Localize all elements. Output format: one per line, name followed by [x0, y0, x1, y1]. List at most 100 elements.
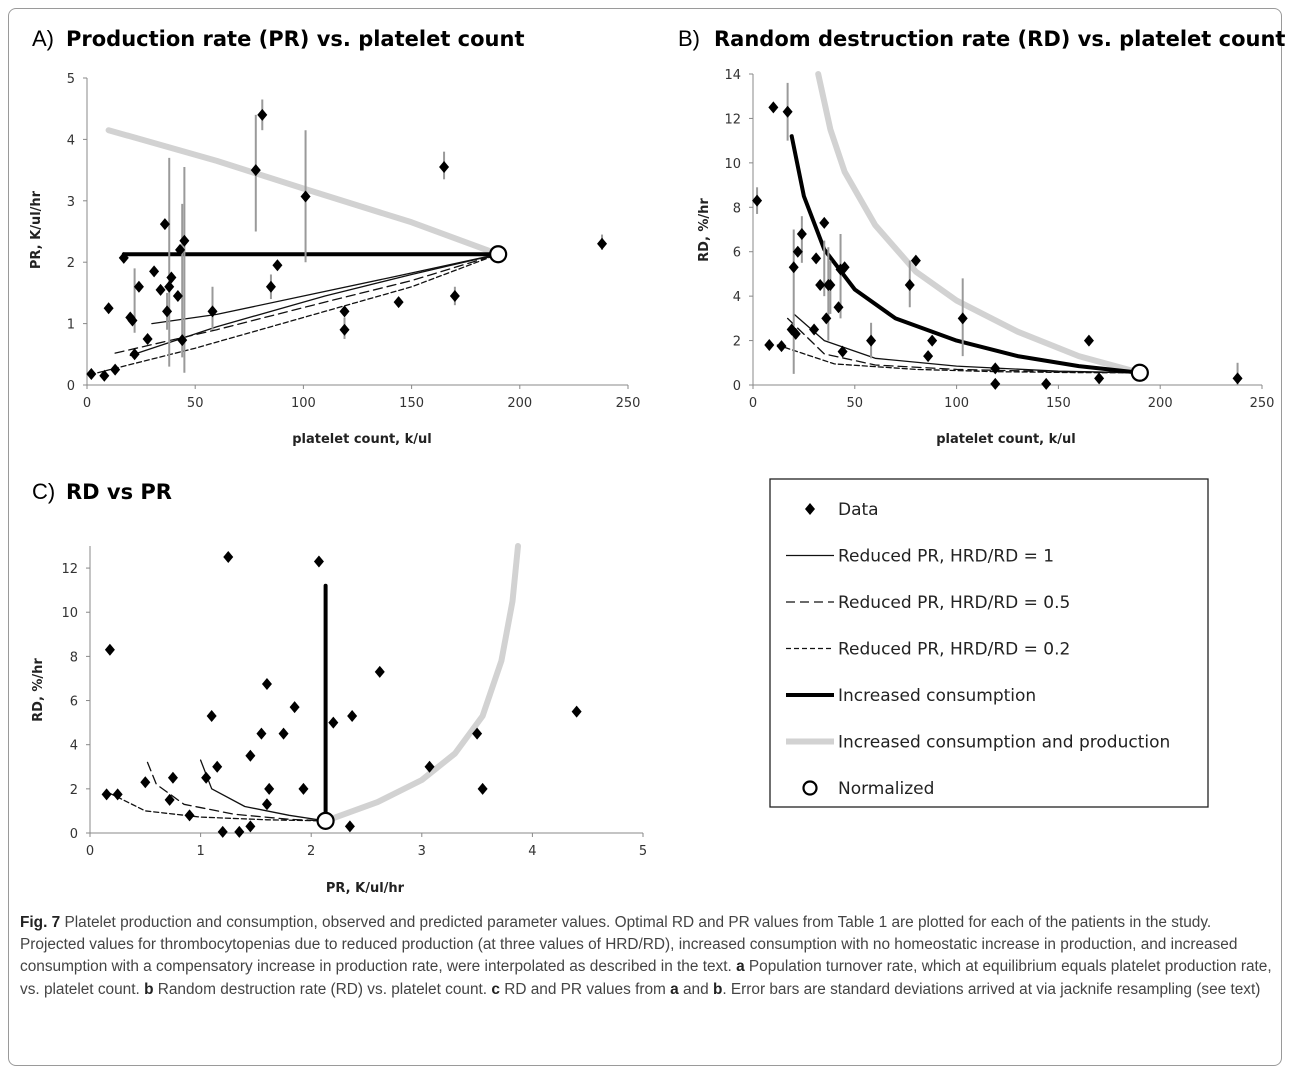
- data-point: [424, 760, 435, 773]
- data-point: [118, 251, 129, 264]
- data-point: [910, 254, 921, 267]
- series-line: [815, 71, 1143, 376]
- data-point: [261, 798, 272, 811]
- legend-label: Reduced PR, HRD/RD = 1: [838, 547, 1054, 567]
- x-tick-label: 0: [86, 844, 94, 859]
- data-point: [821, 312, 832, 325]
- data-point: [223, 551, 234, 564]
- panel-c-xlabel: PR, K/ul/hr: [326, 881, 405, 896]
- data-point: [300, 190, 311, 203]
- data-point: [339, 323, 350, 336]
- series-line: [151, 253, 499, 325]
- caption-part-6: . Error bars are standard deviations arr…: [722, 980, 1261, 998]
- panel-b-title: Random destruction rate (RD) vs. platele…: [714, 27, 1285, 51]
- data-point: [256, 727, 267, 740]
- data-point: [313, 555, 324, 568]
- figure-canvas: A) Production rate (PR) vs. platelet cou…: [29, 26, 1285, 896]
- data-point: [393, 296, 404, 309]
- caption-part-3: Random destruction rate (RD) vs. platele…: [153, 980, 492, 998]
- panel-b-xlabel: platelet count, k/ul: [936, 432, 1076, 447]
- y-tick-label: 12: [61, 562, 78, 577]
- y-tick-label: 14: [724, 68, 741, 83]
- data-point: [597, 237, 608, 250]
- data-point: [904, 279, 915, 292]
- data-point: [819, 216, 830, 229]
- data-point: [101, 788, 112, 801]
- panel-a-letter: A): [32, 26, 54, 51]
- normalized-marker: [1130, 363, 1149, 382]
- data-point: [990, 362, 1001, 375]
- series-line: [109, 792, 327, 822]
- legend-items: Data Reduced PR, HRD/RD = 1 Reduced PR, HR…: [786, 500, 1170, 799]
- data-point: [1232, 372, 1243, 385]
- data-point: [328, 716, 339, 729]
- panel-a-ylabel: PR, K/ul/hr: [29, 190, 44, 269]
- legend: Data Reduced PR, HRD/RD = 1 Reduced PR, HR…: [769, 478, 1209, 808]
- data-point: [811, 252, 822, 265]
- data-point: [184, 809, 195, 822]
- panel-b-letter: B): [678, 26, 700, 51]
- x-tick-label: 100: [944, 396, 969, 411]
- panel-a-title: Production rate (PR) vs. platelet count: [66, 27, 524, 51]
- data-point: [347, 709, 358, 722]
- y-tick-label: 4: [70, 739, 78, 754]
- caption-fig-label: Fig. 7: [20, 914, 61, 931]
- y-tick-label: 6: [733, 246, 741, 261]
- data-point: [167, 771, 178, 784]
- data-point: [261, 677, 272, 690]
- series-line: [114, 253, 499, 354]
- legend-data-symbol: [805, 503, 815, 515]
- data-point: [1041, 377, 1052, 390]
- data-point: [140, 776, 151, 789]
- caption-b-label: b: [144, 980, 154, 998]
- data-point: [1083, 334, 1094, 347]
- data-point: [129, 348, 140, 361]
- data-point: [809, 323, 820, 336]
- data-point: [782, 105, 793, 118]
- data-point: [815, 279, 826, 292]
- x-tick-label: 1: [196, 844, 204, 859]
- x-tick-label: 4: [528, 844, 536, 859]
- y-tick-label: 0: [733, 379, 741, 394]
- x-tick-label: 200: [1148, 396, 1173, 411]
- data-point: [833, 301, 844, 314]
- data-point: [179, 234, 190, 247]
- y-tick-label: 4: [67, 133, 75, 148]
- data-point: [990, 377, 1001, 390]
- panel-c-ylabel: RD, %/hr: [31, 658, 46, 722]
- x-tick-label: 200: [507, 396, 532, 411]
- legend-box: [769, 478, 1209, 808]
- data-point: [206, 709, 217, 722]
- y-tick-label: 5: [67, 72, 75, 87]
- figure-caption: Fig. 7 Platelet production and consumpti…: [20, 912, 1278, 1001]
- series-line: [322, 543, 521, 824]
- data-point: [374, 665, 385, 678]
- data-point: [133, 280, 144, 293]
- data-point: [245, 749, 256, 762]
- panel-b-ylabel: RD, %/hr: [697, 198, 712, 262]
- x-tick-label: 250: [616, 396, 641, 411]
- data-point: [155, 283, 166, 296]
- data-point: [278, 727, 289, 740]
- data-point: [127, 314, 138, 327]
- data-point: [837, 345, 848, 358]
- x-tick-label: 0: [83, 396, 91, 411]
- x-tick-label: 50: [187, 396, 204, 411]
- data-point: [923, 350, 934, 363]
- data-point: [99, 369, 110, 382]
- figure-frame: [8, 8, 1282, 1066]
- data-point: [927, 334, 938, 347]
- data-point: [825, 279, 836, 292]
- data-point: [796, 227, 807, 240]
- data-point: [245, 820, 256, 833]
- series-line: [105, 127, 502, 258]
- data-point: [112, 788, 123, 801]
- y-tick-label: 0: [67, 379, 75, 394]
- data-point: [250, 164, 261, 177]
- y-tick-label: 2: [70, 783, 78, 798]
- y-tick-label: 8: [733, 201, 741, 216]
- data-point: [201, 771, 212, 784]
- data-point: [142, 332, 153, 345]
- data-point: [166, 271, 177, 284]
